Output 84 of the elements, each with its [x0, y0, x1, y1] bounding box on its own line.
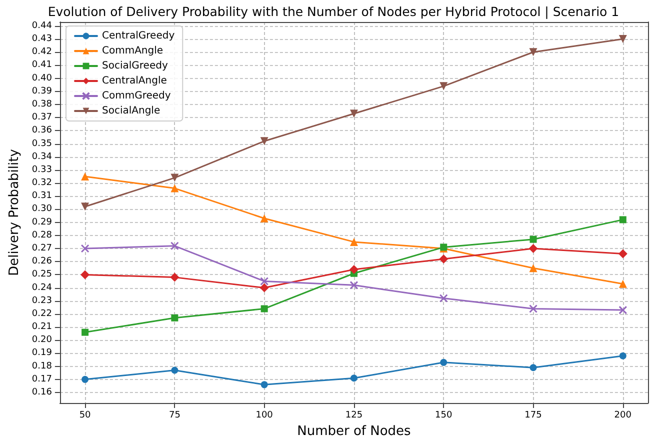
legend-label: CentralAngle	[102, 76, 167, 86]
legend-label: SocialGreedy	[102, 60, 168, 72]
y-tick-label: 0.44	[32, 20, 52, 31]
legend-label: CommGreedy	[102, 90, 171, 102]
y-tick-label: 0.18	[32, 361, 52, 372]
y-tick-label: 0.33	[32, 164, 52, 175]
y-axis-title: Delivery Probability	[7, 148, 22, 276]
y-tick-label: 0.36	[32, 126, 52, 136]
y-tick-label: 0.41	[32, 60, 52, 70]
point	[80, 244, 90, 253]
x-tick-label: 75	[168, 410, 180, 420]
point	[260, 214, 268, 222]
y-tick-label: 0.29	[32, 217, 52, 228]
point	[260, 305, 268, 312]
y-tick-label: 0.37	[32, 112, 52, 123]
point	[440, 358, 448, 366]
point	[80, 270, 90, 280]
point	[350, 238, 358, 246]
y-tick-label: 0.38	[32, 99, 52, 110]
point	[529, 264, 538, 272]
x-tick-label: 125	[345, 410, 363, 420]
y-tick-label: 0.24	[32, 282, 52, 293]
y-tick-label: 0.35	[32, 138, 52, 149]
x-tick-label: 50	[79, 410, 92, 420]
x-axis-title: Number of Nodes	[297, 424, 412, 439]
point	[528, 244, 538, 254]
point	[618, 306, 628, 314]
point	[440, 82, 448, 90]
point	[530, 236, 537, 243]
point	[618, 249, 628, 258]
point	[171, 314, 178, 322]
legend-label: CommAngle	[102, 46, 164, 56]
y-tick-label: 0.43	[32, 34, 52, 44]
y-tick-label: 0.25	[32, 270, 52, 280]
y-tick-label: 0.17	[32, 374, 52, 384]
y-tick-label: 0.21	[32, 322, 52, 332]
point	[82, 328, 89, 336]
chart-title: Evolution of Delivery Probability with the Number of Nodes per Hybrid Protocol | Scenario 1	[48, 4, 620, 19]
point	[171, 366, 178, 374]
y-tick-label: 0.19	[32, 348, 52, 358]
y-tick-label: 0.40	[32, 73, 52, 84]
point	[81, 172, 90, 180]
legend-label: CentralGreedy	[102, 30, 175, 42]
y-tick-label: 0.26	[32, 256, 52, 267]
x-tick-label: 150	[435, 410, 452, 420]
y-tick-label: 0.23	[32, 296, 52, 306]
point	[81, 202, 90, 211]
y-tick-label: 0.16	[32, 388, 52, 398]
point	[170, 184, 179, 192]
y-tick-label: 0.39	[32, 86, 52, 96]
y-tick-label: 0.31	[32, 191, 52, 202]
x-tick-label: 200	[614, 410, 632, 420]
point	[170, 272, 180, 282]
point	[349, 264, 358, 274]
point	[260, 283, 269, 292]
point	[170, 174, 179, 182]
point	[529, 48, 538, 56]
point	[530, 364, 537, 372]
y-tick-label: 0.32	[32, 178, 52, 188]
point	[619, 216, 626, 224]
point	[260, 381, 268, 388]
y-tick-label: 0.30	[32, 204, 52, 214]
y-tick-label: 0.34	[32, 152, 52, 162]
y-tick-label: 0.20	[32, 335, 52, 346]
point	[529, 304, 538, 313]
point	[260, 276, 269, 286]
y-tick-label: 0.28	[32, 230, 52, 240]
y-tick-label: 0.22	[32, 308, 52, 319]
legend-label: SocialAngle	[102, 106, 160, 116]
point	[260, 137, 268, 146]
point	[618, 35, 627, 44]
point	[439, 294, 448, 303]
y-tick-label: 0.27	[32, 244, 52, 254]
point	[619, 352, 626, 360]
y-tick-label: 0.42	[32, 47, 52, 58]
point	[618, 280, 627, 288]
point	[82, 376, 89, 383]
point	[350, 110, 358, 118]
x-tick-label: 175	[524, 410, 542, 420]
point	[439, 254, 448, 264]
point	[350, 280, 358, 290]
point	[350, 374, 358, 382]
x-tick-label: 100	[256, 410, 274, 420]
point	[170, 242, 179, 250]
